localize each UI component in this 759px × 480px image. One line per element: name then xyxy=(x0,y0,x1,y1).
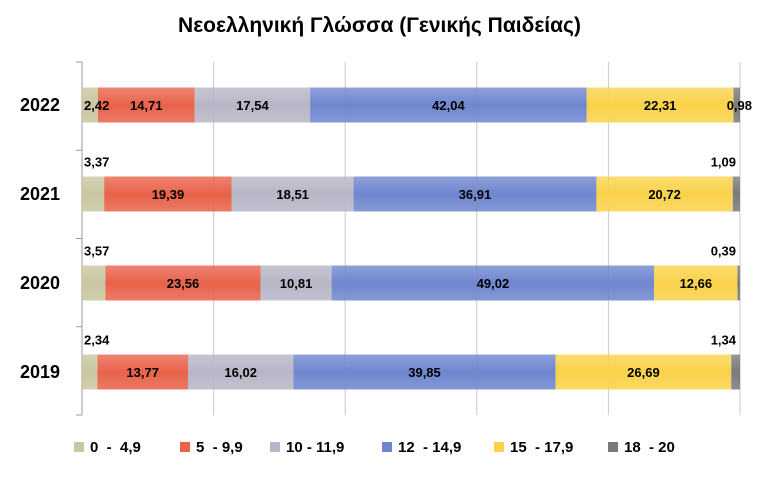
legend-entry: 10 - 11,9 xyxy=(286,439,344,456)
data-label: 3,37 xyxy=(84,155,109,170)
bar-segment xyxy=(82,354,98,390)
data-label: 10,81 xyxy=(280,276,313,291)
bar-segment xyxy=(654,265,738,301)
data-label: 2,42 xyxy=(84,98,109,113)
y-tick-label: 2022 xyxy=(20,95,60,115)
legend-swatch xyxy=(74,442,84,452)
data-label: 49,02 xyxy=(477,276,510,291)
data-label: 12,66 xyxy=(680,276,713,291)
data-label: 0,39 xyxy=(711,244,736,259)
data-label: 36,91 xyxy=(459,187,492,202)
bar-segment xyxy=(194,87,311,123)
data-label: 2,34 xyxy=(84,333,110,348)
legend-swatch xyxy=(270,442,280,452)
data-label: 1,34 xyxy=(711,333,737,348)
bar-segment xyxy=(105,265,261,301)
legend-entry: 0 - 4,9 xyxy=(90,439,141,456)
y-tick-labels: 2022 2021 2020 2019 xyxy=(20,95,60,382)
bar-segment xyxy=(188,354,294,390)
legend-entry: 12 - 14,9 xyxy=(398,439,461,456)
bar-segment xyxy=(260,265,332,301)
y-axis xyxy=(76,61,83,416)
data-label: 26,69 xyxy=(627,365,660,380)
legend-entry: 5 - 9,9 xyxy=(196,439,243,456)
data-labels: 2,42 14,71 17,54 42,04 22,31 0,98 3,37 19,39 18,… xyxy=(84,98,752,380)
data-label: 23,56 xyxy=(167,276,200,291)
data-label: 42,04 xyxy=(432,98,465,113)
legend-entry: 18 - 20 xyxy=(624,439,675,456)
data-label: 1,09 xyxy=(711,155,736,170)
bar-segment xyxy=(97,87,195,123)
data-label: 22,31 xyxy=(644,98,677,113)
bar-segment xyxy=(82,87,98,123)
y-tick-label: 2021 xyxy=(20,184,60,204)
legend-swatch xyxy=(180,442,190,452)
y-tick-label: 2020 xyxy=(20,273,60,293)
bar-segment xyxy=(733,87,740,123)
bar-segment xyxy=(353,176,597,212)
legend-swatch xyxy=(494,442,504,452)
data-label: 18,51 xyxy=(276,187,309,202)
bar-segment xyxy=(82,265,106,301)
legend-swatch xyxy=(382,442,392,452)
data-label: 17,54 xyxy=(236,98,269,113)
data-label: 19,39 xyxy=(152,187,185,202)
bar-segment xyxy=(731,354,741,390)
data-label: 39,85 xyxy=(408,365,441,380)
bar-segment xyxy=(231,176,354,212)
legend-entry: 15 - 17,9 xyxy=(510,439,573,456)
bar-segment xyxy=(310,87,587,123)
bar-segment xyxy=(97,354,189,390)
bar-segment xyxy=(104,176,232,212)
bar-segment xyxy=(331,265,655,301)
bars xyxy=(82,87,741,390)
data-label: 20,72 xyxy=(648,187,681,202)
legend-swatch xyxy=(608,442,618,452)
bar-segment xyxy=(293,354,556,390)
data-label: 16,02 xyxy=(224,365,257,380)
bar-segment xyxy=(586,87,734,123)
data-label: 0,98 xyxy=(727,98,752,113)
legend: 0 - 4,9 5 - 9,9 10 - 11,9 12 - 14,9 15 - 17,… xyxy=(74,439,675,456)
bar-segment xyxy=(555,354,732,390)
bar-segment xyxy=(732,176,740,212)
data-label: 3,57 xyxy=(84,244,109,259)
y-tick-label: 2019 xyxy=(20,362,60,382)
data-label: 14,71 xyxy=(130,98,163,113)
bar-segment xyxy=(737,265,741,301)
bar-segment xyxy=(82,176,105,212)
data-label: 13,77 xyxy=(126,365,159,380)
bar-segment xyxy=(596,176,733,212)
chart-title: Νεοελληνική Γλώσσα (Γενικής Παιδείας) xyxy=(178,14,581,37)
